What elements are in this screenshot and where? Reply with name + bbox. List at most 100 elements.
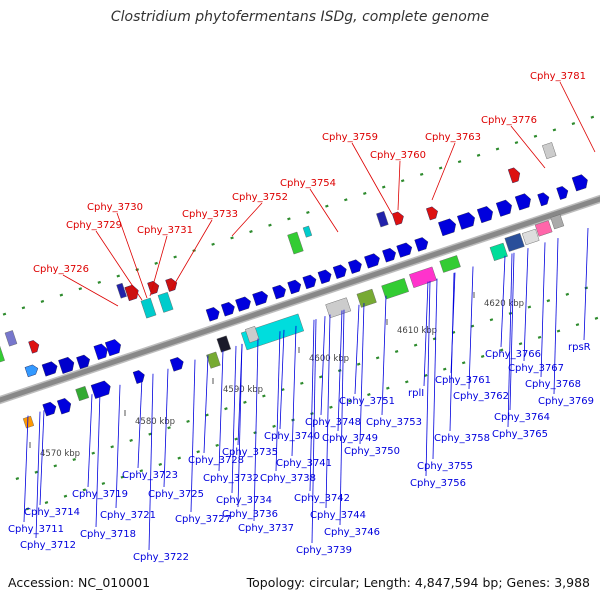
gene-label-bottom: Cphy_3721 (100, 510, 156, 521)
track-tick (552, 128, 557, 132)
track-tick (234, 437, 238, 441)
gene-arrow-shape (287, 279, 302, 295)
gene-label-bottom: Cphy_3744 (310, 510, 366, 521)
track-tick (457, 160, 462, 164)
track-tick (381, 185, 386, 189)
gene-label-bottom: Cphy_3718 (80, 529, 136, 540)
gene-label-top: Cphy_3731 (137, 225, 193, 236)
label-leader (339, 309, 345, 526)
label-leader (190, 359, 196, 513)
gene-arrow (476, 206, 493, 224)
gene-arrow (41, 361, 58, 377)
track-tick (363, 191, 367, 195)
gene-arrow (28, 340, 40, 354)
gene-block-shape (206, 351, 221, 369)
track-tick (215, 443, 219, 447)
gene-block-shape (409, 266, 437, 289)
gene-block (140, 297, 157, 319)
gene-label-bottom: Cphy_3739 (296, 545, 352, 556)
gene-arrow-shape (382, 248, 396, 263)
label-leader (510, 125, 546, 169)
gene-label-top: Cphy_3729 (66, 220, 122, 231)
track-tick (590, 115, 595, 119)
label-leader (149, 235, 168, 297)
track-tick (499, 348, 504, 352)
label-leader (279, 329, 285, 430)
gene-arrow (42, 401, 57, 417)
label-leader (163, 368, 169, 488)
gene-arrow-shape (272, 284, 286, 300)
gene-label-bottom: Cphy_3742 (294, 493, 350, 504)
label-leader (553, 238, 559, 395)
gene-label-bottom: Cphy_3719 (72, 489, 128, 500)
gene-arrow (58, 356, 75, 374)
gene-label-bottom: Cphy_3740 (264, 431, 320, 442)
gene-label-top: Cphy_3726 (33, 264, 89, 275)
tick-marks (2, 115, 599, 511)
gene-arrow (457, 212, 475, 230)
gene-arrow (332, 264, 347, 279)
track-tick (205, 413, 209, 417)
gene-block-shape (245, 325, 260, 343)
gene-arrow-shape (507, 167, 521, 184)
gene-arrow-shape (414, 237, 429, 252)
gene-label-top: Cphy_3752 (232, 192, 288, 203)
gene-block-shape (325, 297, 352, 319)
gene-block-shape (542, 142, 557, 160)
label-leader (583, 228, 589, 341)
track-tick (300, 381, 304, 385)
track-tick (211, 242, 215, 246)
track-tick (224, 407, 228, 411)
track-tick (400, 179, 405, 183)
track-tick (167, 426, 171, 430)
track-tick (476, 153, 481, 157)
gene-block (504, 232, 525, 252)
backbone-line (0, 196, 600, 403)
gene-block (439, 255, 461, 273)
label-leader (450, 272, 456, 374)
gene-block (4, 330, 18, 347)
gene-arrow-shape (132, 370, 145, 384)
label-leader (325, 314, 331, 509)
label-leader (507, 253, 513, 428)
gene-block (0, 343, 5, 364)
gene-label-bottom: Cphy_3750 (344, 446, 400, 457)
label-leader (203, 355, 209, 454)
gene-arrow (317, 269, 332, 285)
gene-arrow (287, 279, 302, 295)
gene-arrow-shape (42, 401, 57, 417)
gene-arrow (76, 354, 90, 370)
track-tick (571, 122, 576, 126)
gene-block-shape (140, 297, 157, 319)
gene-label-bottom: Cphy_3749 (322, 433, 378, 444)
label-leader (397, 160, 401, 211)
gene-arrow-shape (220, 302, 235, 317)
gene-arrow (426, 206, 438, 221)
track-tick (53, 464, 58, 468)
gene-arrow (438, 218, 456, 237)
gene-label-bottom: rpsR (568, 342, 591, 353)
track-tick (419, 172, 424, 176)
scale-tick-label: 4590 kbp (223, 385, 263, 395)
label-leader (359, 303, 365, 445)
track-tick (537, 335, 542, 339)
label-leader (431, 142, 456, 201)
label-leader (218, 350, 224, 472)
track-tick (139, 469, 144, 473)
gene-arrow-shape (571, 174, 588, 192)
track-tick (438, 166, 443, 170)
track-tick (386, 386, 390, 390)
gene-arrow-shape (317, 269, 332, 285)
track-tick (91, 451, 95, 455)
gene-arrow (165, 278, 178, 292)
label-leader (423, 281, 429, 387)
gene-block-shape (439, 255, 461, 273)
gene-label-top: Cphy_3776 (481, 115, 537, 126)
gene-block-shape (240, 313, 305, 351)
gene-arrow (556, 186, 569, 200)
gene-block (240, 313, 305, 351)
gene-label-bottom: Cphy_3711 (8, 524, 64, 535)
label-leader (87, 394, 93, 488)
gene-arrow-shape (302, 274, 317, 290)
